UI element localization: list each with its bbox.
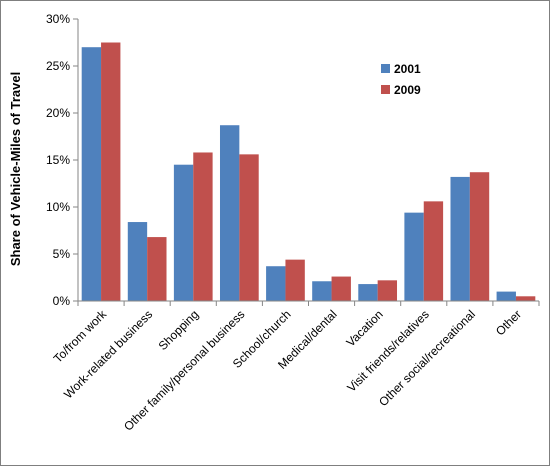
y-tick-label: 10% [46, 200, 70, 214]
bar-2009 [377, 280, 398, 301]
bar-2009 [515, 296, 536, 301]
bar-2001 [358, 284, 378, 301]
bar-2009 [101, 42, 121, 301]
category-label: Shopping [156, 307, 202, 353]
y-tick-label: 15% [46, 153, 70, 167]
bar-2001 [219, 125, 240, 301]
bar-2001 [266, 266, 286, 301]
bar-2009 [331, 276, 351, 301]
bar-2009 [147, 237, 167, 301]
bar-2001 [312, 281, 332, 301]
bar-2009 [193, 152, 213, 301]
legend-label-2009: 2009 [394, 83, 421, 97]
bar-2009 [469, 172, 490, 301]
bar-2009 [239, 154, 259, 301]
category-label: Visit friends/relatives [344, 307, 432, 395]
bar-2001 [127, 222, 148, 301]
category-label: Other social/recreational [376, 307, 478, 409]
category-label: Other [493, 307, 524, 338]
bars-layer [81, 42, 536, 302]
legend-swatch-2009 [381, 85, 390, 94]
y-tick-label: 20% [46, 106, 70, 120]
y-tick-label: 30% [46, 12, 70, 26]
legend-swatch-2001 [381, 64, 390, 73]
bar-2001 [404, 212, 424, 301]
category-label: Work-related business [61, 307, 155, 401]
bar-2009 [285, 259, 305, 301]
y-tick-label: 5% [53, 247, 71, 261]
y-ticks: 0% 5% 10% 15% 20% 25% 30% [46, 12, 78, 308]
bar-2001 [450, 176, 470, 301]
y-tick-label: 0% [53, 294, 71, 308]
y-axis-title: Share of Vehicle-Miles of Travel [8, 72, 23, 266]
y-tick-label: 25% [46, 59, 70, 73]
bar-2009 [423, 201, 444, 301]
legend-label-2001: 2001 [394, 62, 421, 76]
legend: 2001 2009 [381, 62, 421, 97]
category-label: Vacation [343, 307, 385, 349]
bar-2001 [81, 47, 102, 302]
bar-2001 [173, 164, 194, 301]
bar-2001 [496, 291, 516, 301]
